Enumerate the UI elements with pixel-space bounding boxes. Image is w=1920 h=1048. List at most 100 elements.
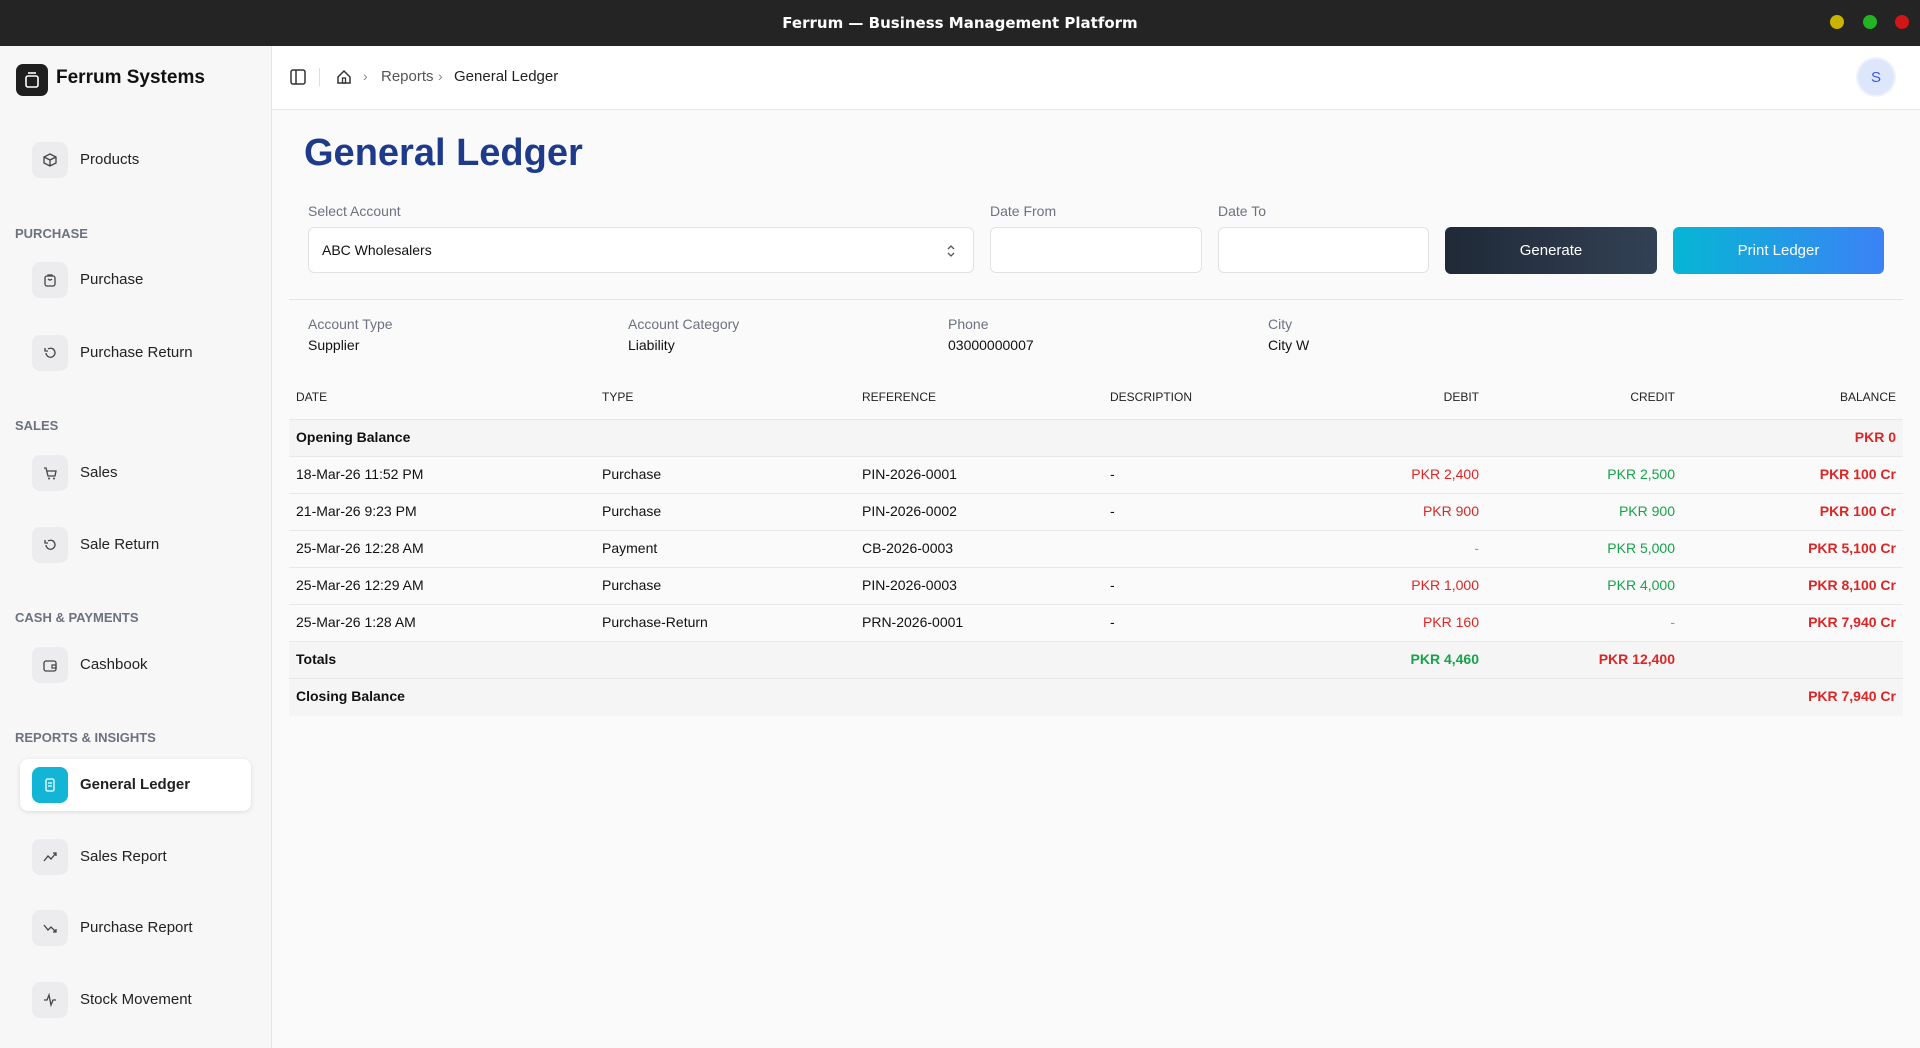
nav-item[interactable]: Purchase xyxy=(80,271,144,288)
date-to-input[interactable] xyxy=(1218,227,1429,273)
table-cell: Purchase xyxy=(602,503,662,519)
table-row xyxy=(289,493,1903,531)
nav-item[interactable]: General Ledger xyxy=(80,776,191,793)
table-row xyxy=(289,678,1903,716)
table-cell: Closing Balance xyxy=(296,688,405,704)
column-header: TYPE xyxy=(602,390,634,404)
nav-icon xyxy=(32,142,68,178)
table-cell: PKR 1,000 xyxy=(1411,577,1479,593)
generate-button[interactable]: Generate xyxy=(1445,227,1657,274)
close[interactable] xyxy=(1895,15,1909,29)
top-header: › Reports › General Ledger S xyxy=(272,46,1920,110)
table-cell: Purchase xyxy=(602,466,662,482)
table-row xyxy=(289,567,1903,605)
table-cell: PKR 160 xyxy=(1422,614,1479,630)
window-title: Ferrum — Business Management Platform xyxy=(782,14,1138,32)
sidebar: Ferrum Systems Products PURCHASE Purchase P… xyxy=(0,46,272,1048)
table-cell: PKR 2,400 xyxy=(1411,466,1479,482)
table-cell: PKR 7,940 Cr xyxy=(1808,614,1896,630)
info-value: City W xyxy=(1268,337,1310,353)
nav-item[interactable]: Purchase Report xyxy=(80,919,193,936)
brand-logo xyxy=(16,64,48,96)
table-row xyxy=(289,641,1903,679)
brand-name: Ferrum Systems xyxy=(56,67,205,88)
info-value: 03000000007 xyxy=(948,337,1034,353)
table-cell: Purchase xyxy=(602,577,662,593)
table-cell: PRN-2026-0001 xyxy=(862,614,964,630)
nav-heading: REPORTS & INSIGHTS xyxy=(15,730,156,745)
info-label: Account Type xyxy=(308,316,393,332)
avatar[interactable]: S xyxy=(1858,59,1894,95)
page-title: General Ledger xyxy=(304,132,583,174)
info-label: City xyxy=(1268,316,1293,332)
table-cell: - xyxy=(1110,466,1115,482)
column-header: DATE xyxy=(296,390,328,404)
title-bar: Ferrum — Business Management Platform xyxy=(0,0,1920,46)
table-cell: PKR 100 Cr xyxy=(1819,503,1896,519)
table-cell: - xyxy=(1110,614,1115,630)
nav-item[interactable]: Cashbook xyxy=(80,656,148,673)
table-cell: PKR 7,940 Cr xyxy=(1808,688,1896,704)
table-cell: PKR 12,400 xyxy=(1598,651,1675,667)
column-header: REFERENCE xyxy=(862,390,937,404)
account-select[interactable]: ABC Wholesalers xyxy=(308,227,974,273)
breadcrumb-current: General Ledger xyxy=(454,68,559,85)
nav-icon xyxy=(32,455,68,491)
table-cell: CB-2026-0003 xyxy=(862,540,954,556)
table-cell: PKR 900 xyxy=(1618,503,1675,519)
table-cell: 18-Mar-26 11:52 PM xyxy=(296,466,424,482)
nav-item[interactable]: Stock Movement xyxy=(80,991,192,1008)
table-cell: PIN-2026-0001 xyxy=(862,466,957,482)
info-label: Phone xyxy=(948,316,989,332)
table-cell: 21-Mar-26 9:23 PM xyxy=(296,503,417,519)
info-label: Account Category xyxy=(628,316,740,332)
table-cell: PKR 5,000 xyxy=(1607,540,1675,556)
column-header: CREDIT xyxy=(1630,390,1675,404)
nav-item[interactable]: Purchase Return xyxy=(80,344,193,361)
table-cell: - xyxy=(1670,614,1675,630)
nav-item[interactable]: Sales Report xyxy=(80,848,167,865)
table-cell: Purchase-Return xyxy=(602,614,708,630)
table-cell: Totals xyxy=(296,651,337,667)
table-cell: - xyxy=(1474,540,1479,556)
nav-icon xyxy=(32,982,68,1018)
select-value: ABC Wholesalers xyxy=(322,242,432,258)
maximize[interactable] xyxy=(1863,15,1877,29)
nav-icon xyxy=(32,527,68,563)
table-cell: Opening Balance xyxy=(296,429,411,445)
column-header: DESCRIPTION xyxy=(1110,390,1193,404)
table-cell: PKR 4,460 xyxy=(1410,651,1479,667)
table-cell: 25-Mar-26 12:28 AM xyxy=(296,540,424,556)
table-row xyxy=(289,604,1903,642)
table-row xyxy=(289,419,1903,457)
nav-icon xyxy=(32,839,68,875)
nav-item[interactable]: Sale Return xyxy=(80,536,160,553)
date-from-input[interactable] xyxy=(990,227,1202,273)
breadcrumb-link[interactable]: Reports xyxy=(381,68,434,85)
home-icon[interactable] xyxy=(336,69,352,85)
nav-icon xyxy=(32,335,68,371)
nav-item[interactable]: Sales xyxy=(80,464,118,481)
field-label: Date To xyxy=(1218,203,1266,219)
info-value: Supplier xyxy=(308,337,360,353)
table-cell: PKR 100 Cr xyxy=(1819,466,1896,482)
table-cell: - xyxy=(1110,503,1115,519)
table-cell: 25-Mar-26 1:28 AM xyxy=(296,614,416,630)
nav-item[interactable]: Products xyxy=(80,151,140,168)
table-cell: PKR 900 xyxy=(1422,503,1479,519)
nav-icon xyxy=(32,262,68,298)
info-value: Liability xyxy=(628,337,675,353)
table-cell: PKR 2,500 xyxy=(1607,466,1675,482)
print-button[interactable]: Print Ledger xyxy=(1673,227,1884,274)
table-cell: PIN-2026-0003 xyxy=(862,577,957,593)
minimize[interactable] xyxy=(1830,15,1844,29)
column-header: BALANCE xyxy=(1839,390,1896,404)
nav-heading: PURCHASE xyxy=(15,226,88,241)
sidebar-toggle[interactable] xyxy=(290,69,306,85)
nav-heading: CASH & PAYMENTS xyxy=(15,610,139,625)
table-cell: PIN-2026-0002 xyxy=(862,503,957,519)
table-cell: PKR 8,100 Cr xyxy=(1808,577,1896,593)
table-cell: - xyxy=(1110,577,1115,593)
table-cell: Payment xyxy=(602,540,658,556)
